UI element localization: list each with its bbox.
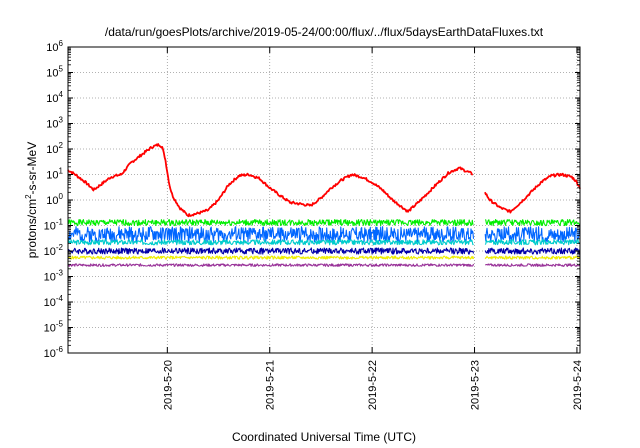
y-tick-label-base: 10 bbox=[44, 323, 56, 335]
y-tick-label-exp: 1 bbox=[59, 167, 64, 176]
chart-title: /data/run/goesPlots/archive/2019-05-24/0… bbox=[105, 25, 544, 39]
series-line-3 bbox=[67, 226, 581, 243]
y-axis-label-sup: 2 bbox=[24, 194, 33, 199]
y-tick-label-base: 10 bbox=[46, 42, 58, 54]
series-line-4 bbox=[67, 239, 581, 246]
x-axis-label: Coordinated Universal Time (UTC) bbox=[232, 430, 416, 444]
y-tick-label-base: 10 bbox=[44, 272, 56, 284]
y-tick-label-exp: -5 bbox=[56, 320, 64, 329]
y-tick-label-exp: -6 bbox=[56, 345, 64, 354]
y-tick-label: 10-5 bbox=[44, 320, 64, 335]
grid bbox=[68, 47, 580, 353]
y-tick-label-base: 10 bbox=[44, 246, 56, 258]
y-tick-label-exp: 0 bbox=[59, 192, 64, 201]
x-tick-label: 2019-5-21 bbox=[265, 360, 277, 410]
y-tick-label: 106 bbox=[46, 39, 63, 54]
y-tick-label-exp: 2 bbox=[59, 141, 64, 150]
x-tick-label: 2019-5-20 bbox=[162, 360, 174, 410]
series-line-5 bbox=[67, 247, 581, 255]
series-line-7 bbox=[67, 263, 581, 267]
y-tick-label-exp: 4 bbox=[59, 90, 64, 99]
y-tick-label-exp: 5 bbox=[59, 65, 64, 74]
y-tick-label-exp: 3 bbox=[59, 116, 64, 125]
x-tick-label: 2019-5-23 bbox=[470, 360, 482, 410]
y-tick-label-base: 10 bbox=[46, 68, 58, 80]
y-tick-label-base: 10 bbox=[44, 348, 56, 360]
y-tick-label-base: 10 bbox=[46, 170, 58, 182]
y-tick-label: 10-4 bbox=[44, 294, 64, 309]
y-tick-label-exp: -1 bbox=[56, 218, 64, 227]
y-tick-label-exp: -3 bbox=[56, 269, 64, 278]
y-tick-label-base: 10 bbox=[46, 119, 58, 131]
y-tick-label: 105 bbox=[46, 65, 63, 80]
y-tick-label-base: 10 bbox=[46, 93, 58, 105]
y-tick-label: 103 bbox=[46, 116, 63, 131]
y-tick-label-base: 10 bbox=[46, 195, 58, 207]
y-tick-label: 104 bbox=[46, 90, 63, 105]
y-axis-label-rest: -s-sr-MeV bbox=[25, 142, 39, 195]
axes: 10-610-510-410-310-210-11001011021031041… bbox=[44, 39, 584, 410]
y-tick-label: 10-2 bbox=[44, 243, 64, 258]
y-axis-label-main: protons/cm bbox=[25, 199, 39, 258]
y-tick-label: 101 bbox=[46, 167, 63, 182]
series-layer bbox=[67, 143, 581, 267]
y-tick-label-base: 10 bbox=[46, 144, 58, 156]
y-tick-label-exp: -2 bbox=[56, 243, 64, 252]
y-tick-label-base: 10 bbox=[44, 297, 56, 309]
series-line-1 bbox=[67, 143, 581, 218]
y-tick-label: 102 bbox=[46, 141, 63, 156]
series-line-2 bbox=[67, 218, 581, 227]
y-axis-label: protons/cm2-s-sr-MeV bbox=[24, 142, 39, 258]
y-tick-label: 100 bbox=[46, 192, 63, 207]
y-tick-label: 10-1 bbox=[44, 218, 64, 233]
y-tick-label-exp: -4 bbox=[56, 294, 64, 303]
y-tick-label-base: 10 bbox=[44, 221, 56, 233]
y-tick-label-exp: 6 bbox=[59, 39, 64, 48]
x-tick-label: 2019-5-24 bbox=[572, 360, 584, 410]
series-line-6 bbox=[67, 255, 581, 260]
x-tick-label: 2019-5-22 bbox=[367, 360, 379, 410]
y-tick-label: 10-3 bbox=[44, 269, 64, 284]
y-tick-label: 10-6 bbox=[44, 345, 64, 360]
